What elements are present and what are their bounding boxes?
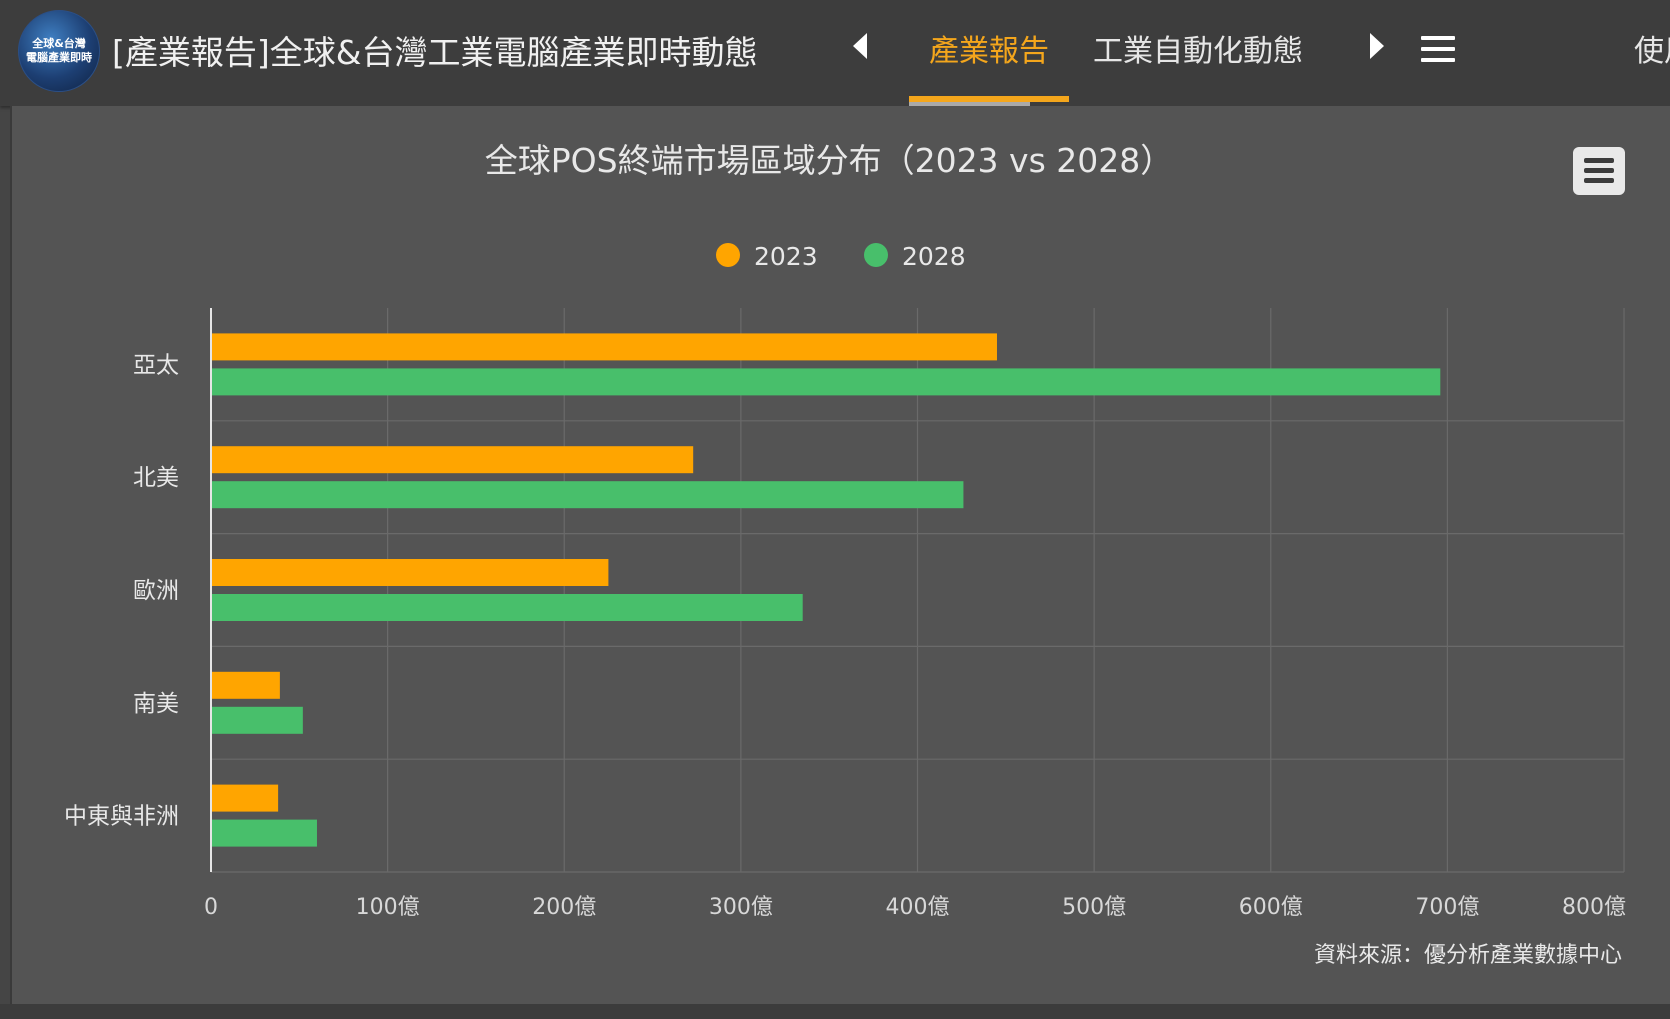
bar-2028[interactable] bbox=[212, 368, 1441, 396]
tab-cut-off[interactable]: 使用 bbox=[1634, 34, 1670, 69]
x-tick-label: 200億 bbox=[532, 895, 596, 920]
caret-left-icon[interactable] bbox=[853, 33, 867, 59]
chart-legend: 2023 2028 bbox=[716, 242, 966, 271]
bar-2028[interactable] bbox=[212, 819, 317, 847]
legend-marker-2028[interactable] bbox=[864, 243, 888, 267]
hamburger-menu-icon[interactable] bbox=[1421, 36, 1455, 62]
bar-2028[interactable] bbox=[212, 594, 803, 621]
x-tick-label: 300億 bbox=[709, 895, 773, 920]
tab-industry-report[interactable]: 產業報告 bbox=[929, 34, 1049, 69]
bar-2028[interactable] bbox=[212, 706, 303, 734]
category-label: 亞太 bbox=[133, 352, 179, 378]
bar-2023[interactable] bbox=[212, 559, 609, 586]
site-logo[interactable]: 全球&台灣 電腦產業即時 bbox=[18, 10, 100, 92]
logo-line-2: 電腦產業即時 bbox=[26, 51, 92, 64]
page-title: [產業報告]全球&台灣工業電腦產業即時動態 bbox=[112, 33, 758, 72]
bar-2028[interactable] bbox=[212, 481, 964, 509]
bar-2023[interactable] bbox=[212, 333, 997, 361]
x-tick-labels: 0 100億 200億 300億 400億 500億 600億 700億 800億 bbox=[204, 895, 1626, 920]
chart-card bbox=[10, 106, 1670, 1004]
page-bottom-strip bbox=[0, 1004, 1670, 1019]
active-tab-indicator bbox=[909, 96, 1069, 102]
bar-2023[interactable] bbox=[212, 671, 280, 699]
legend-label[interactable]: 2023 bbox=[754, 242, 818, 271]
legend-label[interactable]: 2028 bbox=[902, 242, 966, 271]
top-bar: 全球&台灣 電腦產業即時 [產業報告]全球&台灣工業電腦產業即時動態 產業報告 … bbox=[0, 0, 1670, 110]
bar-2023[interactable] bbox=[212, 446, 694, 474]
x-tick-label: 400億 bbox=[886, 895, 950, 920]
x-tick-label: 0 bbox=[204, 895, 218, 920]
x-tick-label: 100億 bbox=[356, 895, 420, 920]
legend-marker-2023[interactable] bbox=[716, 243, 740, 267]
x-tick-label: 600億 bbox=[1239, 895, 1303, 920]
category-label: 南美 bbox=[133, 691, 179, 717]
chart-title: 全球POS終端市場區域分布（2023 vs 2028） bbox=[485, 141, 1174, 180]
bar-2023[interactable] bbox=[212, 784, 279, 812]
x-tick-label: 700億 bbox=[1415, 895, 1479, 920]
chart-bars bbox=[212, 333, 1441, 847]
tab-industrial-automation[interactable]: 工業自動化動態 bbox=[1093, 34, 1303, 69]
category-label: 中東與非洲 bbox=[64, 804, 179, 830]
export-menu-icon[interactable] bbox=[1573, 147, 1625, 195]
logo-line-1: 全球&台灣 bbox=[32, 37, 86, 50]
chart-credit: 資料來源：優分析產業數據中心 bbox=[1314, 943, 1622, 968]
category-label: 歐洲 bbox=[133, 578, 179, 604]
category-label: 北美 bbox=[133, 465, 179, 491]
caret-right-icon[interactable] bbox=[1370, 33, 1384, 59]
x-tick-label: 500億 bbox=[1062, 895, 1126, 920]
chart-grid bbox=[211, 308, 1625, 873]
x-tick-label: 800億 bbox=[1562, 895, 1626, 920]
